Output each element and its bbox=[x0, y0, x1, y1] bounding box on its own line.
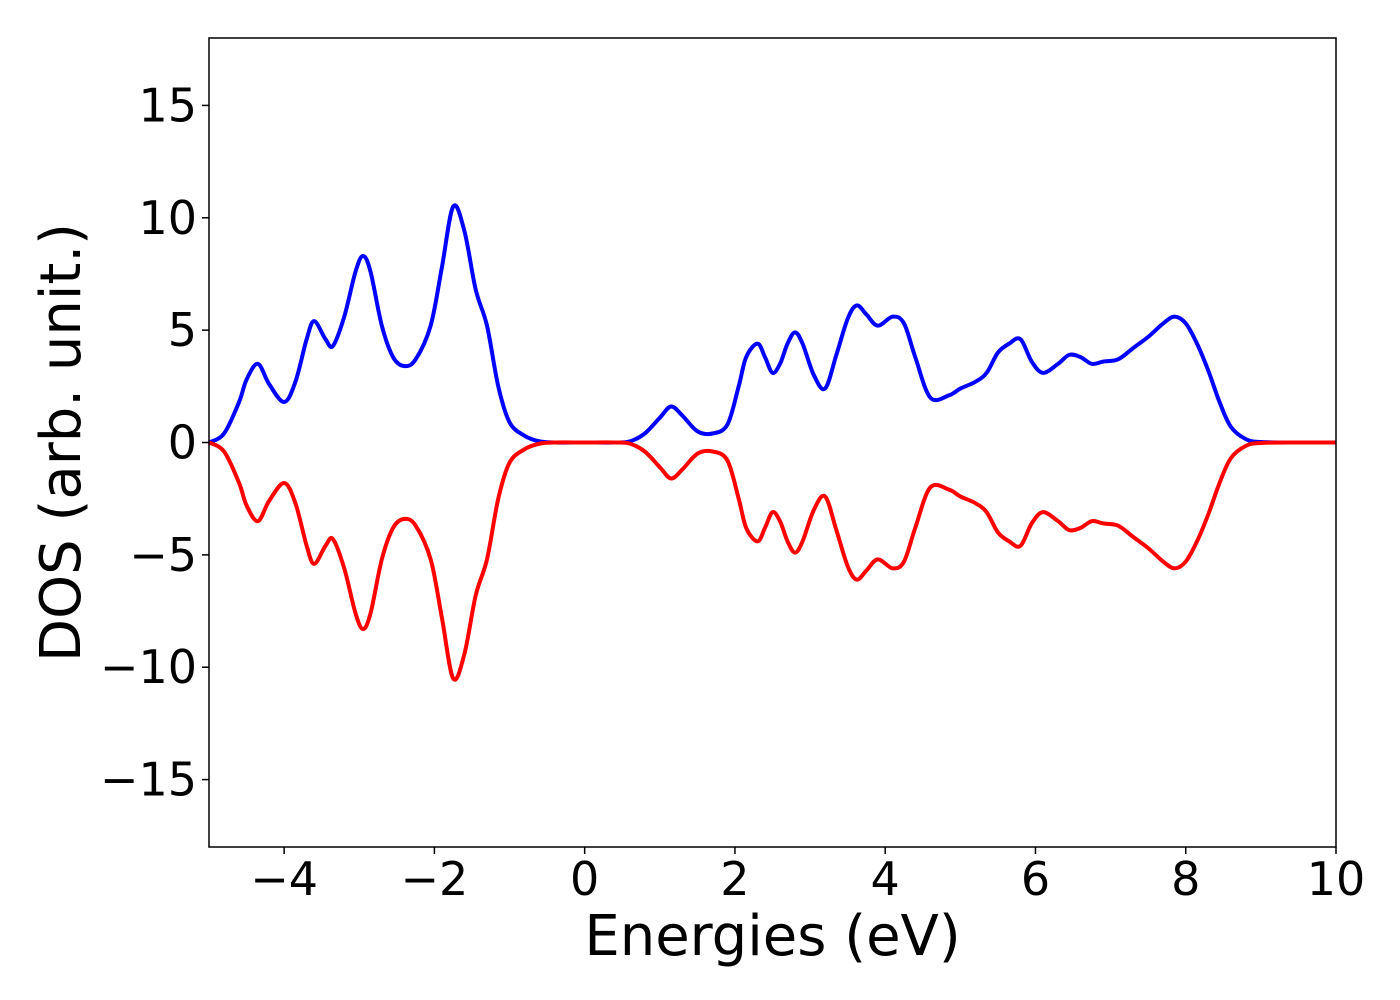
x-tick-label: 6 bbox=[1021, 852, 1050, 906]
y-tick-label: −5 bbox=[129, 528, 197, 582]
y-tick-label: 5 bbox=[168, 303, 197, 357]
series-line-red bbox=[207, 440, 1337, 682]
x-axis-label: Energies (eV) bbox=[584, 904, 960, 969]
x-tick-label: 0 bbox=[570, 852, 599, 906]
ticks-layer: −4 −2 0 2 4 6 8 10 −15 −10 −5 0 5 10 15 bbox=[100, 78, 1365, 906]
x-tick-label: 4 bbox=[871, 852, 900, 906]
x-tick-label: −4 bbox=[250, 852, 318, 906]
y-tick-label: −15 bbox=[100, 753, 197, 807]
series-layer bbox=[207, 203, 1337, 682]
plot-frame bbox=[208, 37, 1337, 848]
x-tick-label: 2 bbox=[720, 852, 749, 906]
y-tick-label: 0 bbox=[168, 416, 197, 470]
y-axis-label: DOS (arb. unit.) bbox=[29, 223, 94, 662]
y-tick-label: −10 bbox=[100, 640, 197, 694]
x-tick-label: 10 bbox=[1307, 852, 1366, 906]
y-tick-label: 15 bbox=[138, 78, 197, 132]
x-tick-label: −2 bbox=[400, 852, 468, 906]
series-line-blue bbox=[207, 203, 1337, 445]
y-tick-label: 10 bbox=[138, 191, 197, 245]
x-tick-label: 8 bbox=[1171, 852, 1200, 906]
